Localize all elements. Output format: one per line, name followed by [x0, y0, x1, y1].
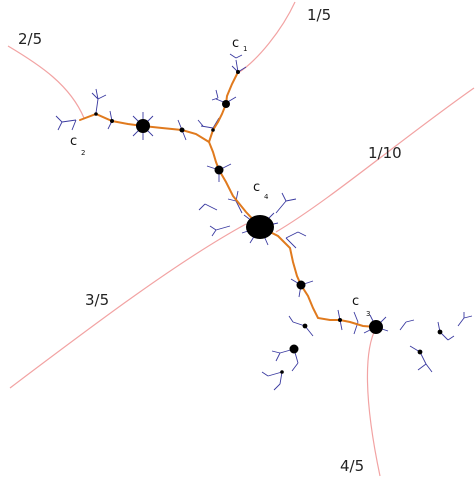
external-rays [7, 1, 475, 477]
dendrite [132, 112, 154, 140]
dendrite [91, 88, 107, 114]
bulb [222, 100, 230, 108]
dendrite [197, 117, 220, 129]
bulb [110, 119, 114, 123]
bulb [214, 165, 224, 175]
ray-3-5 [9, 223, 247, 389]
hubbard-tree-spine [79, 71, 377, 328]
point-subscript: 1 [243, 45, 247, 53]
point-label-c1: c 1 [232, 36, 247, 53]
point-label-c4: c 4 [253, 180, 269, 201]
ray-4-5 [366, 327, 381, 477]
bulb [296, 280, 306, 290]
bulb-c2-main [136, 119, 150, 133]
spine-segment [259, 226, 377, 328]
bulb [417, 349, 423, 355]
point-label-c3: c 3 [352, 294, 370, 318]
bulb [280, 370, 284, 374]
ray-label-3-5: 3/5 [85, 291, 109, 309]
point-letter: c [232, 36, 239, 51]
point-letter: c [352, 294, 359, 309]
dendrite [227, 190, 243, 214]
point-subscript: 3 [366, 310, 370, 318]
dendrite [211, 89, 237, 104]
ray-1-5 [237, 1, 296, 74]
point-letter: c [70, 134, 77, 149]
point-label-c2: c 2 [70, 134, 85, 157]
bulb-c3 [369, 320, 383, 334]
ray-1-10 [275, 87, 475, 233]
dendrite [198, 203, 218, 211]
dendrite [55, 115, 77, 131]
bulb-c4 [246, 215, 274, 239]
bulb [302, 323, 308, 329]
ray-label-4-5: 4/5 [340, 457, 364, 475]
bulb [179, 127, 185, 133]
dendrite [457, 312, 473, 327]
dendrite [209, 225, 231, 237]
bulb [236, 70, 240, 74]
dendrite [399, 319, 415, 331]
bulb [437, 329, 443, 335]
dendrite [409, 345, 433, 373]
bulb [211, 128, 215, 132]
point-subscript: 4 [264, 193, 269, 201]
bulb [94, 112, 98, 116]
dendrite [275, 192, 297, 214]
bulb [338, 318, 342, 322]
point-subscript: 2 [81, 149, 85, 157]
dendrite [285, 231, 307, 249]
bulbs [94, 70, 443, 374]
dendrite [288, 315, 314, 337]
dendrite [271, 348, 299, 372]
ray-label-1-10: 1/10 [368, 144, 402, 162]
dendrite [261, 371, 283, 391]
ray-label-2-5: 2/5 [18, 30, 42, 48]
spine-segment [207, 71, 261, 228]
point-letter: c [253, 180, 260, 195]
dendrite [229, 53, 247, 73]
ray-label-1-5: 1/5 [307, 6, 331, 24]
ray-2-5 [7, 45, 85, 119]
bulb [289, 344, 299, 354]
